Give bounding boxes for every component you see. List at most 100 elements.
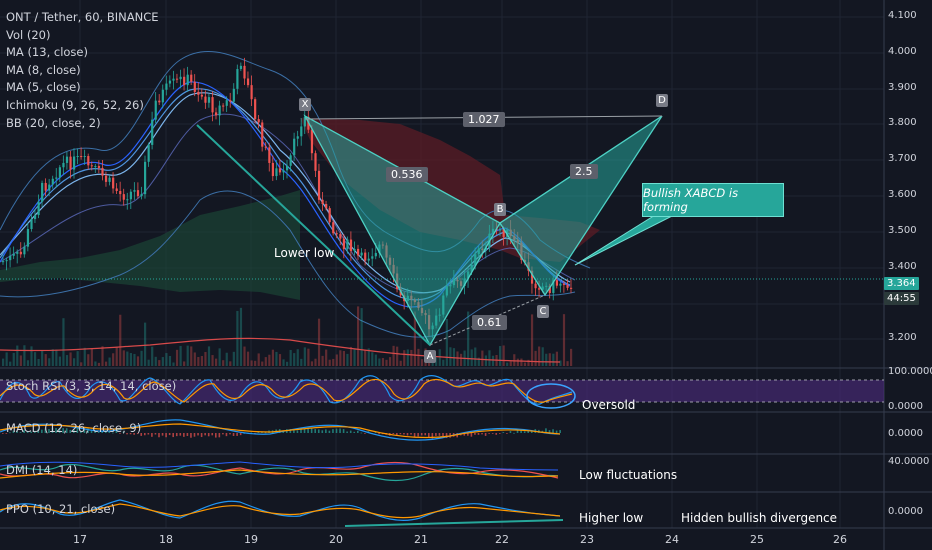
macd-hist-bar — [26, 430, 29, 433]
candle-body — [538, 288, 541, 290]
candle-body — [229, 100, 232, 102]
macd-hist-bar — [307, 428, 309, 433]
macd-hist-bar — [349, 430, 352, 433]
pane-label-macd[interactable]: MACD (12, 26, close, 9) — [6, 421, 142, 435]
macd-hist-bar — [328, 430, 331, 433]
annotation-lower-low[interactable]: Lower low — [274, 246, 335, 260]
annotation-oversold[interactable]: Oversold — [582, 398, 636, 412]
candle-body — [243, 65, 246, 79]
volume-bar — [5, 352, 8, 366]
legend-indicator-bb[interactable]: BB (20, close, 2) — [6, 115, 101, 130]
macd-hist-bar — [229, 433, 231, 435]
time-tick: 26 — [833, 533, 847, 546]
ratio-tag-bd[interactable]: 2.5 — [570, 164, 598, 179]
ratio-tag-xb[interactable]: 0.536 — [386, 167, 428, 182]
pattern-point-x[interactable]: X — [299, 98, 311, 111]
candle-body — [161, 89, 164, 103]
candle-body — [225, 100, 228, 106]
candle-body — [140, 194, 143, 197]
volume-bar — [467, 311, 470, 366]
macd-hist-bar — [481, 433, 483, 435]
volume-bar — [481, 350, 484, 366]
volume-bar — [207, 346, 211, 366]
macd-hist-bar — [506, 433, 508, 434]
pane-label-ppo[interactable]: PPO (10, 21, close) — [6, 502, 116, 516]
macd-hist-bar — [30, 431, 32, 433]
macd-hist-bar — [19, 432, 22, 433]
candle-body — [83, 156, 86, 158]
pattern-point-d[interactable]: D — [656, 94, 668, 107]
annotation-hidden-bullish-divergence[interactable]: Hidden bullish divergence — [681, 511, 838, 525]
volume-bar — [534, 350, 537, 366]
candle-body — [165, 83, 168, 90]
volume-bar — [530, 314, 534, 366]
volume-bar — [254, 360, 257, 366]
pattern-point-a[interactable]: A — [424, 350, 436, 363]
volume-bar — [257, 353, 260, 366]
legend-indicator-ichimoku[interactable]: Ichimoku (9, 26, 52, 26) — [6, 97, 144, 112]
pane-label-stoch-rsi[interactable]: Stoch RSI (3, 3, 14, 14, close) — [6, 379, 177, 393]
macd-hist-bar — [428, 433, 430, 437]
volume-bar — [570, 348, 573, 366]
oversold-ellipse — [526, 383, 576, 409]
annotation-higher-low[interactable]: Higher low — [579, 511, 644, 525]
pattern-point-b[interactable]: B — [494, 203, 506, 216]
volume-ma — [0, 337, 561, 363]
callout-bullish-xabcd[interactable]: Bullish XABCD is forming — [642, 183, 784, 217]
candle-body — [55, 177, 58, 179]
candle-body — [172, 78, 175, 81]
volume-bar — [215, 358, 218, 366]
macd-hist-bar — [474, 433, 476, 435]
volume-bar — [33, 352, 37, 366]
volume-bar — [246, 351, 250, 366]
candle-body — [108, 177, 111, 182]
legend-symbol[interactable]: ONT / Tether, 60, BINANCE — [6, 10, 159, 24]
candle-body — [104, 175, 108, 182]
legend-indicator-ma5[interactable]: MA (5, close) — [6, 80, 81, 95]
volume-bar — [523, 362, 527, 366]
volume-bar — [165, 353, 168, 366]
ratio-tag-xd[interactable]: 1.027 — [463, 112, 505, 127]
macd-hist-bar — [484, 433, 487, 436]
macd-hist-bar — [325, 429, 327, 433]
volume-bar — [499, 346, 502, 366]
candle-body — [559, 283, 562, 286]
volume-bar — [126, 351, 129, 366]
legend-indicator-ma8[interactable]: MA (8, close) — [6, 62, 81, 77]
macd-hist-bar — [516, 430, 519, 433]
volume-bar — [364, 350, 367, 366]
candle-body — [364, 252, 367, 261]
candle-body — [2, 261, 5, 263]
candle-body — [69, 156, 72, 170]
volume-bar — [197, 356, 200, 366]
pattern-point-c[interactable]: C — [537, 305, 549, 318]
price-tick: 3.800 — [888, 117, 917, 128]
volume-bar — [250, 360, 253, 366]
volume-bar — [342, 351, 345, 366]
macd-hist-bar — [51, 427, 54, 433]
ratio-tag-ac[interactable]: 0.61 — [472, 315, 507, 330]
annotation-low-fluctuations[interactable]: Low fluctuations — [579, 468, 678, 482]
pane-label-dmi[interactable]: DMI (14, 14) — [6, 463, 78, 477]
macd-hist-bar — [321, 430, 324, 433]
candle-body — [303, 116, 306, 127]
legend-indicator-vol[interactable]: Vol (20) — [6, 27, 51, 42]
time-tick: 17 — [73, 533, 87, 546]
volume-bar — [484, 355, 487, 366]
candle-body — [144, 161, 147, 195]
candle-body — [119, 190, 122, 195]
candle-body — [328, 208, 331, 223]
legend-indicator-ma13[interactable]: MA (13, close) — [6, 45, 88, 60]
macd-hist-bar — [438, 433, 441, 436]
volume-bar — [538, 346, 541, 366]
candle-body — [314, 153, 317, 171]
volume-bar — [261, 361, 264, 366]
candle-body — [232, 88, 235, 102]
volume-bar — [26, 360, 30, 366]
candle-body — [112, 177, 115, 189]
macd-hist-bar — [62, 428, 64, 433]
time-tick: 23 — [580, 533, 594, 546]
candle-body — [90, 165, 93, 167]
macd-hist-bar — [151, 433, 153, 437]
